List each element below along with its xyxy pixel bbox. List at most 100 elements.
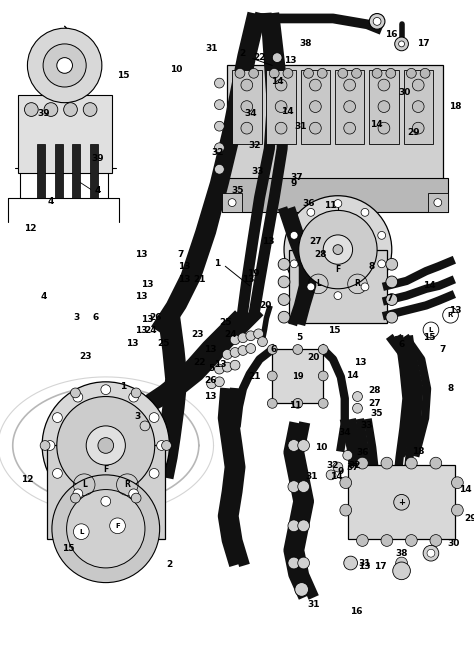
Circle shape [83, 103, 97, 117]
Circle shape [430, 534, 442, 546]
Circle shape [361, 208, 369, 216]
Circle shape [42, 382, 169, 509]
Text: 32: 32 [327, 460, 339, 469]
Text: 25: 25 [219, 318, 231, 327]
Text: 13: 13 [136, 326, 148, 335]
Circle shape [40, 441, 50, 450]
Circle shape [338, 68, 348, 78]
Text: 32: 32 [248, 141, 261, 150]
Text: 27: 27 [310, 237, 322, 246]
Bar [222, 193, 242, 212]
Circle shape [57, 396, 155, 495]
Circle shape [98, 437, 114, 453]
Text: 36: 36 [302, 199, 315, 208]
Circle shape [222, 350, 232, 359]
Text: 3: 3 [73, 313, 80, 322]
Circle shape [344, 79, 356, 91]
Text: 5: 5 [208, 365, 214, 374]
Text: 31: 31 [205, 44, 218, 53]
Text: 6: 6 [271, 345, 277, 354]
Circle shape [298, 439, 310, 451]
Circle shape [430, 457, 442, 469]
Circle shape [319, 398, 328, 408]
Circle shape [317, 68, 327, 78]
Circle shape [267, 371, 277, 381]
Circle shape [269, 68, 279, 78]
Text: 1: 1 [120, 381, 126, 391]
Text: 19: 19 [292, 372, 303, 381]
Circle shape [340, 505, 352, 516]
Text: 31: 31 [358, 559, 371, 568]
Circle shape [249, 68, 259, 78]
Bar [301, 70, 330, 144]
Circle shape [238, 333, 248, 342]
Text: 15: 15 [117, 71, 129, 80]
Text: 13: 13 [214, 360, 227, 368]
Circle shape [340, 477, 352, 489]
Circle shape [101, 497, 110, 506]
Text: 8: 8 [368, 262, 374, 271]
Circle shape [149, 413, 159, 422]
Bar [403, 70, 433, 144]
Text: 28: 28 [368, 386, 381, 395]
Circle shape [452, 505, 463, 516]
Circle shape [215, 121, 224, 131]
Text: 15: 15 [328, 326, 340, 335]
Bar [369, 70, 399, 144]
Text: 14: 14 [459, 485, 472, 494]
Circle shape [275, 79, 287, 91]
Circle shape [356, 534, 368, 546]
Circle shape [333, 245, 343, 255]
Text: 14: 14 [346, 370, 358, 380]
Text: 39: 39 [38, 109, 50, 118]
Text: 34: 34 [245, 109, 257, 118]
Text: F: F [335, 265, 340, 273]
Text: 27: 27 [368, 399, 381, 408]
Text: 35: 35 [371, 409, 383, 418]
Text: R: R [124, 480, 130, 489]
Bar [266, 70, 296, 144]
Circle shape [343, 450, 353, 460]
Circle shape [299, 210, 377, 289]
Text: 1: 1 [214, 259, 220, 268]
Text: 15: 15 [62, 544, 75, 553]
Circle shape [157, 441, 166, 450]
Circle shape [278, 258, 290, 270]
Circle shape [443, 307, 458, 323]
Circle shape [373, 18, 381, 25]
Circle shape [43, 44, 86, 87]
Bar [272, 350, 323, 404]
Circle shape [386, 294, 398, 305]
Circle shape [323, 235, 353, 264]
Circle shape [283, 68, 293, 78]
Bar [348, 465, 456, 538]
Text: 23: 23 [191, 330, 204, 339]
Circle shape [230, 348, 240, 357]
Circle shape [386, 68, 396, 78]
Circle shape [386, 258, 398, 270]
Circle shape [344, 101, 356, 113]
Text: 7: 7 [178, 249, 184, 258]
Circle shape [52, 475, 160, 583]
Circle shape [71, 388, 80, 398]
Text: R: R [448, 312, 453, 318]
Circle shape [67, 490, 145, 568]
Text: 14: 14 [423, 281, 435, 290]
Circle shape [162, 441, 172, 450]
Circle shape [288, 480, 300, 493]
Text: L: L [429, 327, 433, 333]
Circle shape [420, 68, 430, 78]
Text: 26: 26 [204, 376, 217, 385]
Bar [37, 144, 45, 198]
Circle shape [412, 101, 424, 113]
Bar [335, 70, 365, 144]
Circle shape [267, 398, 277, 408]
Text: R: R [355, 279, 360, 288]
Circle shape [434, 199, 442, 206]
Text: 24: 24 [145, 326, 157, 335]
Circle shape [290, 260, 298, 268]
Text: 14: 14 [370, 120, 383, 129]
Text: 16: 16 [385, 29, 398, 38]
Text: 2: 2 [166, 560, 173, 569]
Circle shape [378, 101, 390, 113]
